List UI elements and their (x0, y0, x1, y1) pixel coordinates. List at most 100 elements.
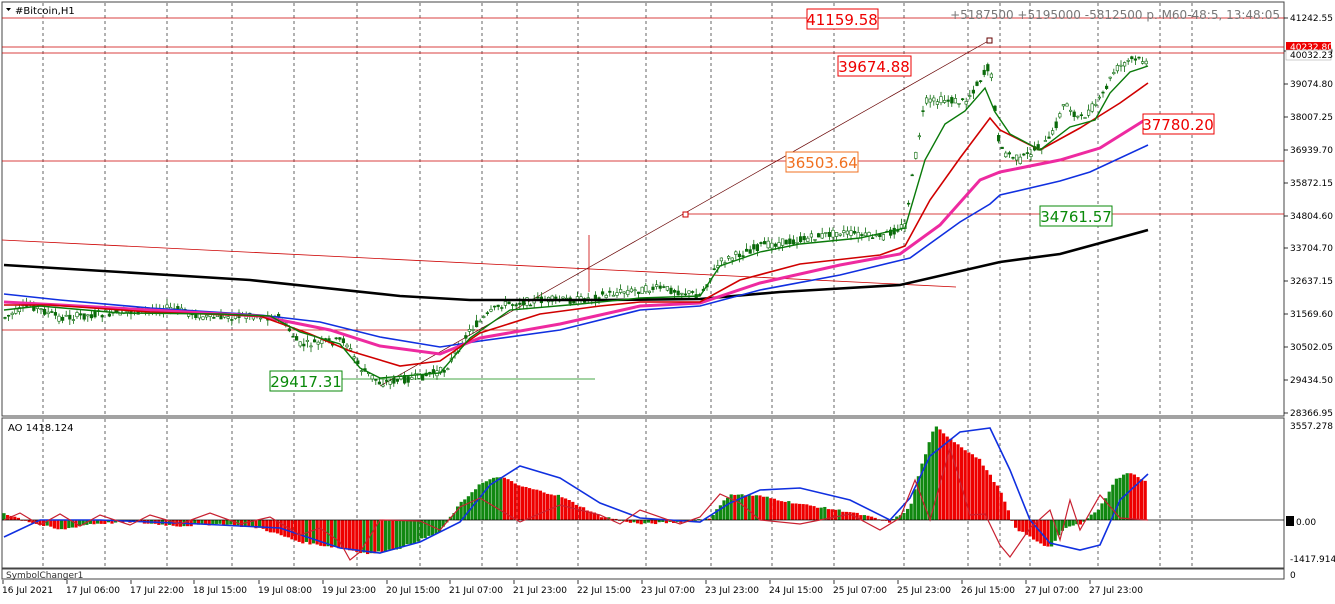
ao-bar-247 (891, 519, 895, 520)
candle-body-158 (572, 300, 576, 304)
candle-body-309 (1115, 65, 1119, 72)
candle-body-18 (68, 314, 72, 320)
ao-bar-7 (27, 520, 31, 523)
ao-bar-292 (1053, 520, 1057, 541)
ao-bar-245 (884, 520, 888, 521)
level-label-39674[interactable]: 39674.88 (837, 55, 912, 77)
candle-body-34 (125, 311, 129, 313)
level-label-36503[interactable]: 36503.64 (785, 151, 859, 173)
candle-body-285 (1029, 154, 1033, 157)
candle-body-218 (788, 238, 792, 244)
window-title-text: #Bitcoin,H1 (15, 6, 75, 17)
candle-body-241 (870, 237, 875, 239)
ao-bar-112 (405, 520, 409, 545)
ao-bar-170 (614, 518, 618, 520)
ao-bar-149 (538, 490, 542, 520)
ao-bar-98 (355, 520, 359, 552)
ao-bar-110 (398, 520, 402, 549)
ao-bar-75 (272, 520, 276, 533)
ao-bar-108 (391, 520, 395, 550)
candle-body-93 (338, 337, 342, 340)
ao-bar-126 (456, 506, 460, 520)
candle-body-172 (622, 291, 626, 294)
candle-body-177 (640, 286, 644, 294)
ao-bar-293 (1057, 520, 1061, 536)
ao-bar-136 (492, 477, 496, 520)
ao-bar-62 (225, 520, 229, 525)
ao-bar-305 (1100, 503, 1104, 520)
time-tick-label-7: 21 Jul 07:00 (449, 586, 503, 596)
candle-body-112 (406, 376, 410, 383)
collapse-triangle-icon[interactable] (6, 8, 11, 11)
ao-bar-268 (967, 452, 971, 520)
ao-bar-53 (193, 520, 197, 525)
price-axis[interactable]: 41242.5540174.7039074.8038007.2536939.70… (1284, 14, 1333, 419)
ao-bar-213 (769, 498, 773, 520)
candle-body-106 (384, 380, 389, 382)
candle-body-270 (975, 81, 979, 86)
ao-bar-275 (992, 481, 996, 520)
ao-bar-143 (517, 485, 521, 520)
candle-body-206 (744, 248, 749, 252)
candle-body-287 (1036, 144, 1040, 151)
candle-body-125 (453, 351, 457, 354)
ao-bar-145 (524, 486, 528, 520)
candle-body-216 (780, 238, 785, 246)
ao-bar-57 (207, 520, 211, 526)
candle-body-222 (802, 236, 806, 241)
ao-bar-28 (103, 520, 107, 524)
current-price-marker: 40232.80 40032.23 (1285, 42, 1333, 61)
candle-body-261 (942, 100, 947, 103)
window-title[interactable]: #Bitcoin,H1 (6, 6, 75, 17)
ao-bar-12 (45, 520, 49, 526)
ao-bar-165 (596, 514, 600, 520)
ao-zero-marker (1286, 516, 1294, 526)
ao-bar-122 (441, 520, 445, 527)
candle-body-104 (377, 381, 382, 385)
ao-bar-252 (909, 503, 913, 520)
candle-body-281 (1014, 154, 1019, 161)
ao-bar-204 (736, 494, 740, 520)
level-label-29417[interactable]: 29417.31 (269, 370, 343, 392)
candle-body-97 (352, 356, 356, 359)
symbol-changer-label[interactable]: SymbolChanger1 (6, 571, 83, 581)
candle-body-214 (773, 243, 777, 247)
ao-bar-101 (366, 520, 370, 555)
ao-bar-88 (319, 520, 323, 546)
price-tick-label-10: 30502.05 (1290, 343, 1333, 353)
candle-body-300 (1083, 117, 1087, 119)
candle-body-277 (1000, 146, 1004, 149)
ao-bar-257 (927, 442, 931, 520)
candle-body-276 (996, 135, 1001, 142)
candle-body-63 (230, 319, 234, 321)
ao-bar-171 (618, 520, 622, 521)
ao-bar-72 (261, 520, 265, 529)
symbol-changer-value: 0 (1290, 571, 1296, 581)
ao-bar-227 (819, 507, 823, 520)
ao-title: AO 1418.124 (8, 423, 73, 434)
time-tick-label-4: 19 Jul 08:00 (258, 586, 312, 596)
ao-bar-276 (996, 485, 1000, 520)
ao-bar-14 (52, 520, 56, 529)
ao-bar-109 (394, 520, 398, 550)
time-axis[interactable]: 16 Jul 2021 17 Jul 06:00 17 Jul 22:00 18 Ju… (2, 580, 1143, 596)
level-label-41159[interactable]: 41159.58 (806, 8, 879, 30)
candle-body-45 (165, 304, 169, 309)
candle-body-0 (3, 317, 7, 319)
level-label-37780[interactable]: 37780.20 (1142, 113, 1215, 135)
candle-body-284 (1025, 152, 1029, 154)
candle-body-295 (1065, 103, 1069, 107)
candle-body-257 (928, 98, 932, 103)
ao-bar-158 (571, 501, 575, 520)
candle-body-169 (611, 294, 615, 297)
level-label-34761[interactable]: 34761.57 (1039, 205, 1113, 227)
candle-body-25 (93, 311, 97, 318)
candle-body-143 (518, 302, 522, 305)
time-tick-label-2: 17 Jul 22:00 (130, 586, 184, 596)
candle-body-259 (935, 101, 939, 105)
ao-bar-140 (506, 479, 510, 520)
ao-bar-120 (434, 520, 438, 534)
moving-averages (3, 65, 1149, 379)
candle-body-187 (676, 290, 680, 296)
